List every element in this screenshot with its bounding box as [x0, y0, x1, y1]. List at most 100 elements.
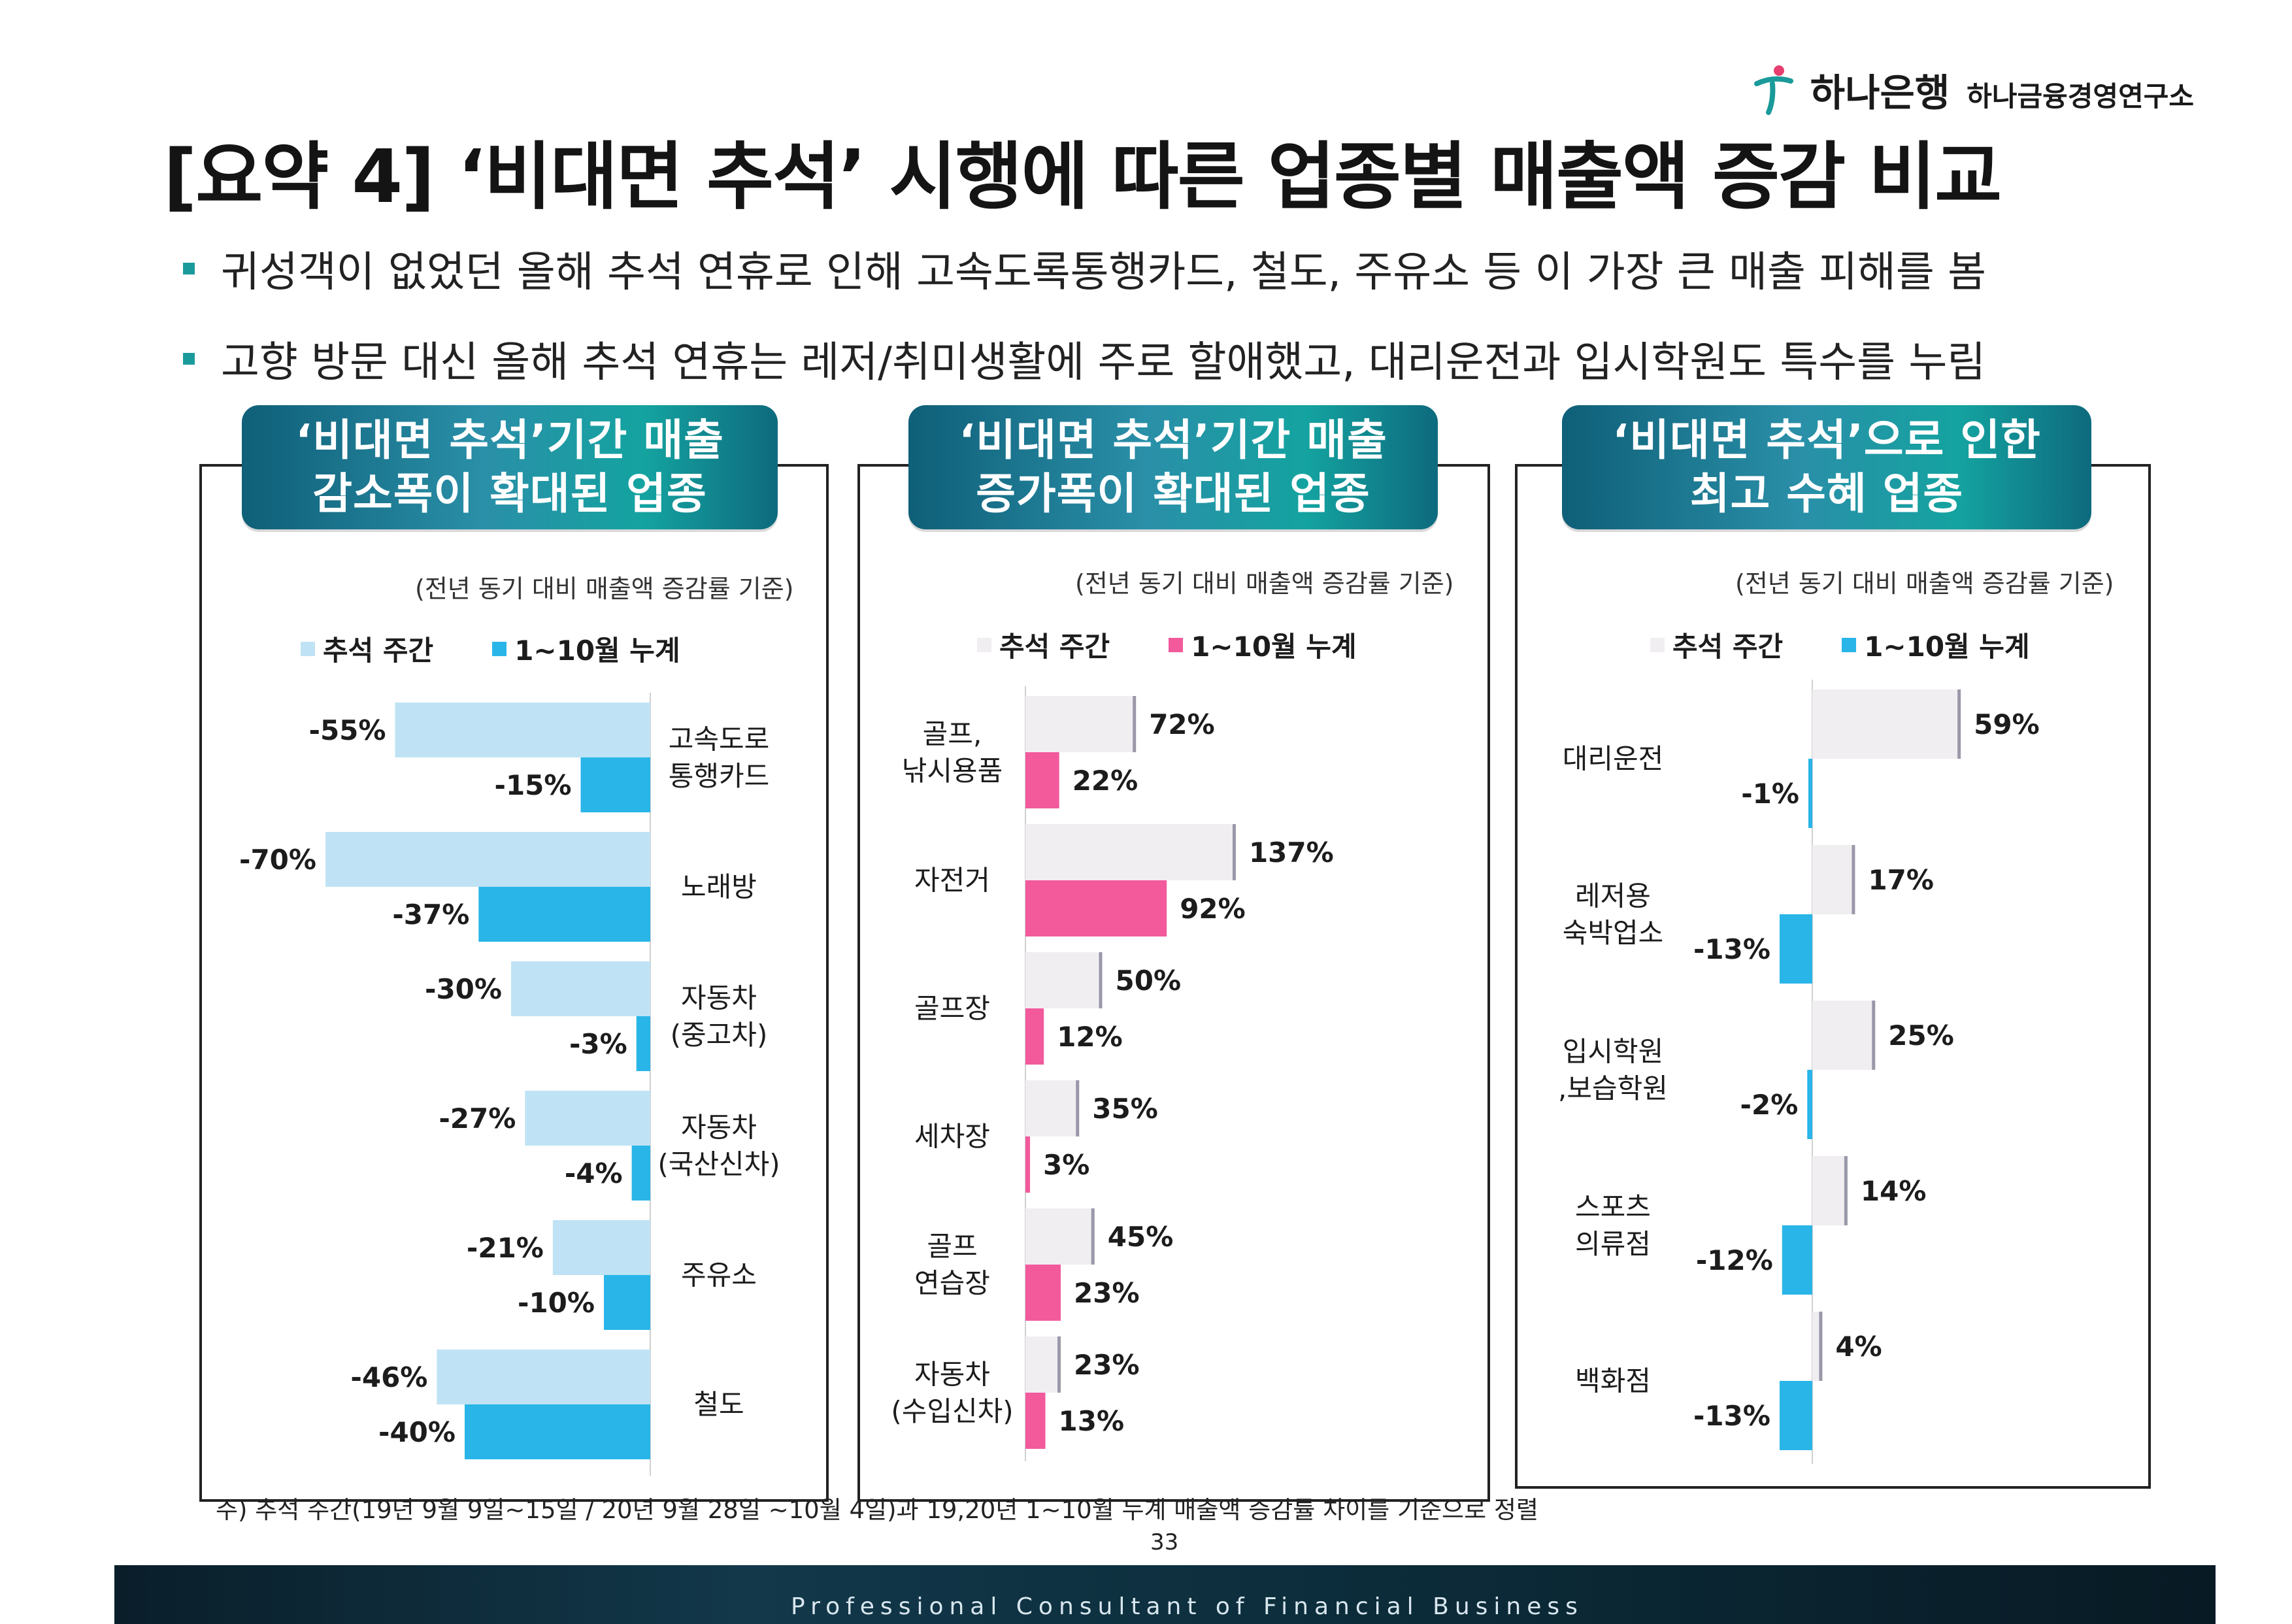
legend-swatch	[492, 641, 507, 656]
institute-name: 하나금융경영연구소	[1967, 80, 2194, 112]
data-label: 59%	[1974, 708, 2040, 740]
category-label: 의류점	[1575, 1228, 1651, 1260]
bullet-square-icon	[183, 353, 195, 365]
legend-label: 1~10월 누계	[1191, 631, 1357, 663]
footnote: 주) 추석 주간(19년 9월 9일~15일 / 20년 9월 28일 ~10월…	[216, 1496, 1538, 1524]
data-label: -12%	[1696, 1244, 1773, 1276]
data-label: -55%	[309, 714, 386, 746]
legend-swatch	[301, 641, 315, 656]
footer-bar	[114, 1565, 2216, 1624]
legend-item: 추석 주간	[1650, 625, 1783, 665]
data-label: 137%	[1249, 837, 1334, 869]
legend-swatch	[1842, 637, 1857, 652]
data-label: -37%	[392, 899, 469, 931]
data-label: -15%	[495, 769, 572, 801]
bar-ytd	[1808, 759, 1812, 828]
category-label: 세차장	[914, 1121, 990, 1153]
panel-increase-title: ‘비대면 추석’기간 매출 증가폭이 확대된 업종	[908, 405, 1438, 529]
bar-chuseok-week	[437, 1350, 650, 1404]
bar-ytd	[1025, 752, 1059, 808]
panel-title-line: 증가폭이 확대된 업종	[976, 469, 1370, 519]
panel-title-line: ‘비대면 추석’기간 매출	[959, 415, 1387, 465]
data-label: -46%	[350, 1361, 427, 1393]
panel-basis-note: (전년 동기 대비 매출액 증감률 기준)	[1075, 569, 1454, 598]
page-title: [요약 4] ‘비대면 추석’ 시행에 따른 업종별 매출액 증감 비교	[163, 135, 2002, 220]
bullet-text: 고향 방문 대신 올해 추석 연휴는 레저/취미생활에 주로 할애했고, 대리운…	[221, 339, 1986, 387]
data-label: 17%	[1868, 864, 1934, 896]
bar-chuseok-week	[552, 1220, 650, 1275]
legend-item: 1~10월 누계	[1842, 625, 2030, 665]
category-label: 자동차	[681, 982, 757, 1014]
data-label: 35%	[1092, 1093, 1158, 1125]
bar-chuseok-week	[1025, 1336, 1061, 1393]
page-number: 33	[1150, 1529, 1179, 1555]
bank-name: 하나은행	[1810, 71, 1950, 115]
legend-item: 추석 주간	[301, 629, 433, 669]
data-label: 12%	[1057, 1021, 1123, 1053]
panel-title-line: 감소폭이 확대된 업종	[312, 469, 707, 519]
bar-ytd	[631, 1146, 650, 1201]
bar-edge	[1133, 696, 1137, 752]
bar-chuseok-week	[1812, 689, 1961, 759]
data-label: -3%	[569, 1028, 627, 1060]
legend-label: 1~10월 누계	[1864, 631, 2030, 663]
legend-item: 1~10월 누계	[492, 629, 680, 669]
panel-legend: 추석 주간 1~10월 누계	[977, 625, 1357, 665]
data-label: -40%	[378, 1416, 456, 1448]
legend-label: 추석 주간	[323, 635, 434, 667]
data-label: -21%	[467, 1232, 544, 1264]
category-label: ,보습학원	[1558, 1072, 1668, 1104]
category-label: 대리운전	[1563, 743, 1664, 775]
summary-bullets: 귀성객이 없었던 올해 추석 연휴로 인해 고속도록통행카드, 철도, 주유소 …	[183, 239, 1986, 419]
bar-chuseok-week	[395, 703, 650, 757]
bar-edge	[1057, 1336, 1061, 1393]
bar-ytd	[1025, 1136, 1031, 1193]
data-label: 92%	[1180, 893, 1246, 925]
data-label: -10%	[518, 1287, 595, 1319]
legend-label: 추석 주간	[1672, 631, 1784, 663]
bar-ytd	[1779, 1381, 1812, 1450]
bar-ytd	[478, 887, 650, 942]
bar-ytd	[1782, 1225, 1812, 1295]
category-label: 연습장	[914, 1267, 990, 1299]
bar-chuseok-week	[1812, 845, 1855, 914]
category-label: 레저용	[1575, 880, 1651, 912]
bar-chuseok-week	[1025, 824, 1236, 880]
category-label: (중고차)	[671, 1019, 768, 1051]
data-label: -4%	[565, 1157, 623, 1189]
data-label: 22%	[1072, 765, 1138, 797]
legend-label: 1~10월 누계	[514, 635, 680, 667]
data-label: 72%	[1149, 708, 1215, 740]
category-label: 노래방	[681, 871, 757, 903]
data-label: 23%	[1074, 1349, 1140, 1381]
bar-chuseok-week	[1812, 1001, 1876, 1070]
bar-chuseok-week	[1025, 1208, 1095, 1265]
bar-chuseok-week	[1025, 952, 1103, 1008]
category-label: 골프,	[923, 718, 982, 750]
panel-beneficiary-title: ‘비대면 추석’으로 인한 최고 수혜 업종	[1562, 405, 2091, 529]
bar-chuseok-week	[525, 1091, 650, 1146]
bar-edge	[1872, 1001, 1876, 1070]
bar-ytd	[636, 1016, 650, 1071]
legend-swatch	[1650, 637, 1665, 652]
category-label: 주유소	[681, 1259, 757, 1291]
bar-edge	[1957, 689, 1961, 759]
bar-ytd	[1025, 880, 1167, 936]
bar-chuseok-week	[1025, 1080, 1080, 1136]
category-label: 백화점	[1575, 1365, 1651, 1397]
category-label: 낚시용품	[902, 755, 1003, 787]
bar-edge	[1852, 845, 1855, 914]
data-label: 45%	[1108, 1221, 1174, 1253]
bullet-text: 귀성객이 없었던 올해 추석 연휴로 인해 고속도록통행카드, 철도, 주유소 …	[221, 248, 1987, 297]
data-label: -2%	[1740, 1089, 1799, 1121]
logo: 하나은행 하나금융경영연구소	[1753, 62, 2194, 117]
legend-item: 1~10월 누계	[1169, 625, 1357, 665]
bar-ytd	[604, 1275, 650, 1330]
data-label: -13%	[1693, 1400, 1770, 1432]
panel-legend: 추석 주간 1~10월 누계	[301, 629, 680, 669]
data-label: -70%	[239, 844, 316, 876]
panel-title-line: 최고 수혜 업종	[1689, 469, 1964, 519]
bullet-item: 귀성객이 없었던 올해 추석 연휴로 인해 고속도록통행카드, 철도, 주유소 …	[183, 239, 1986, 299]
